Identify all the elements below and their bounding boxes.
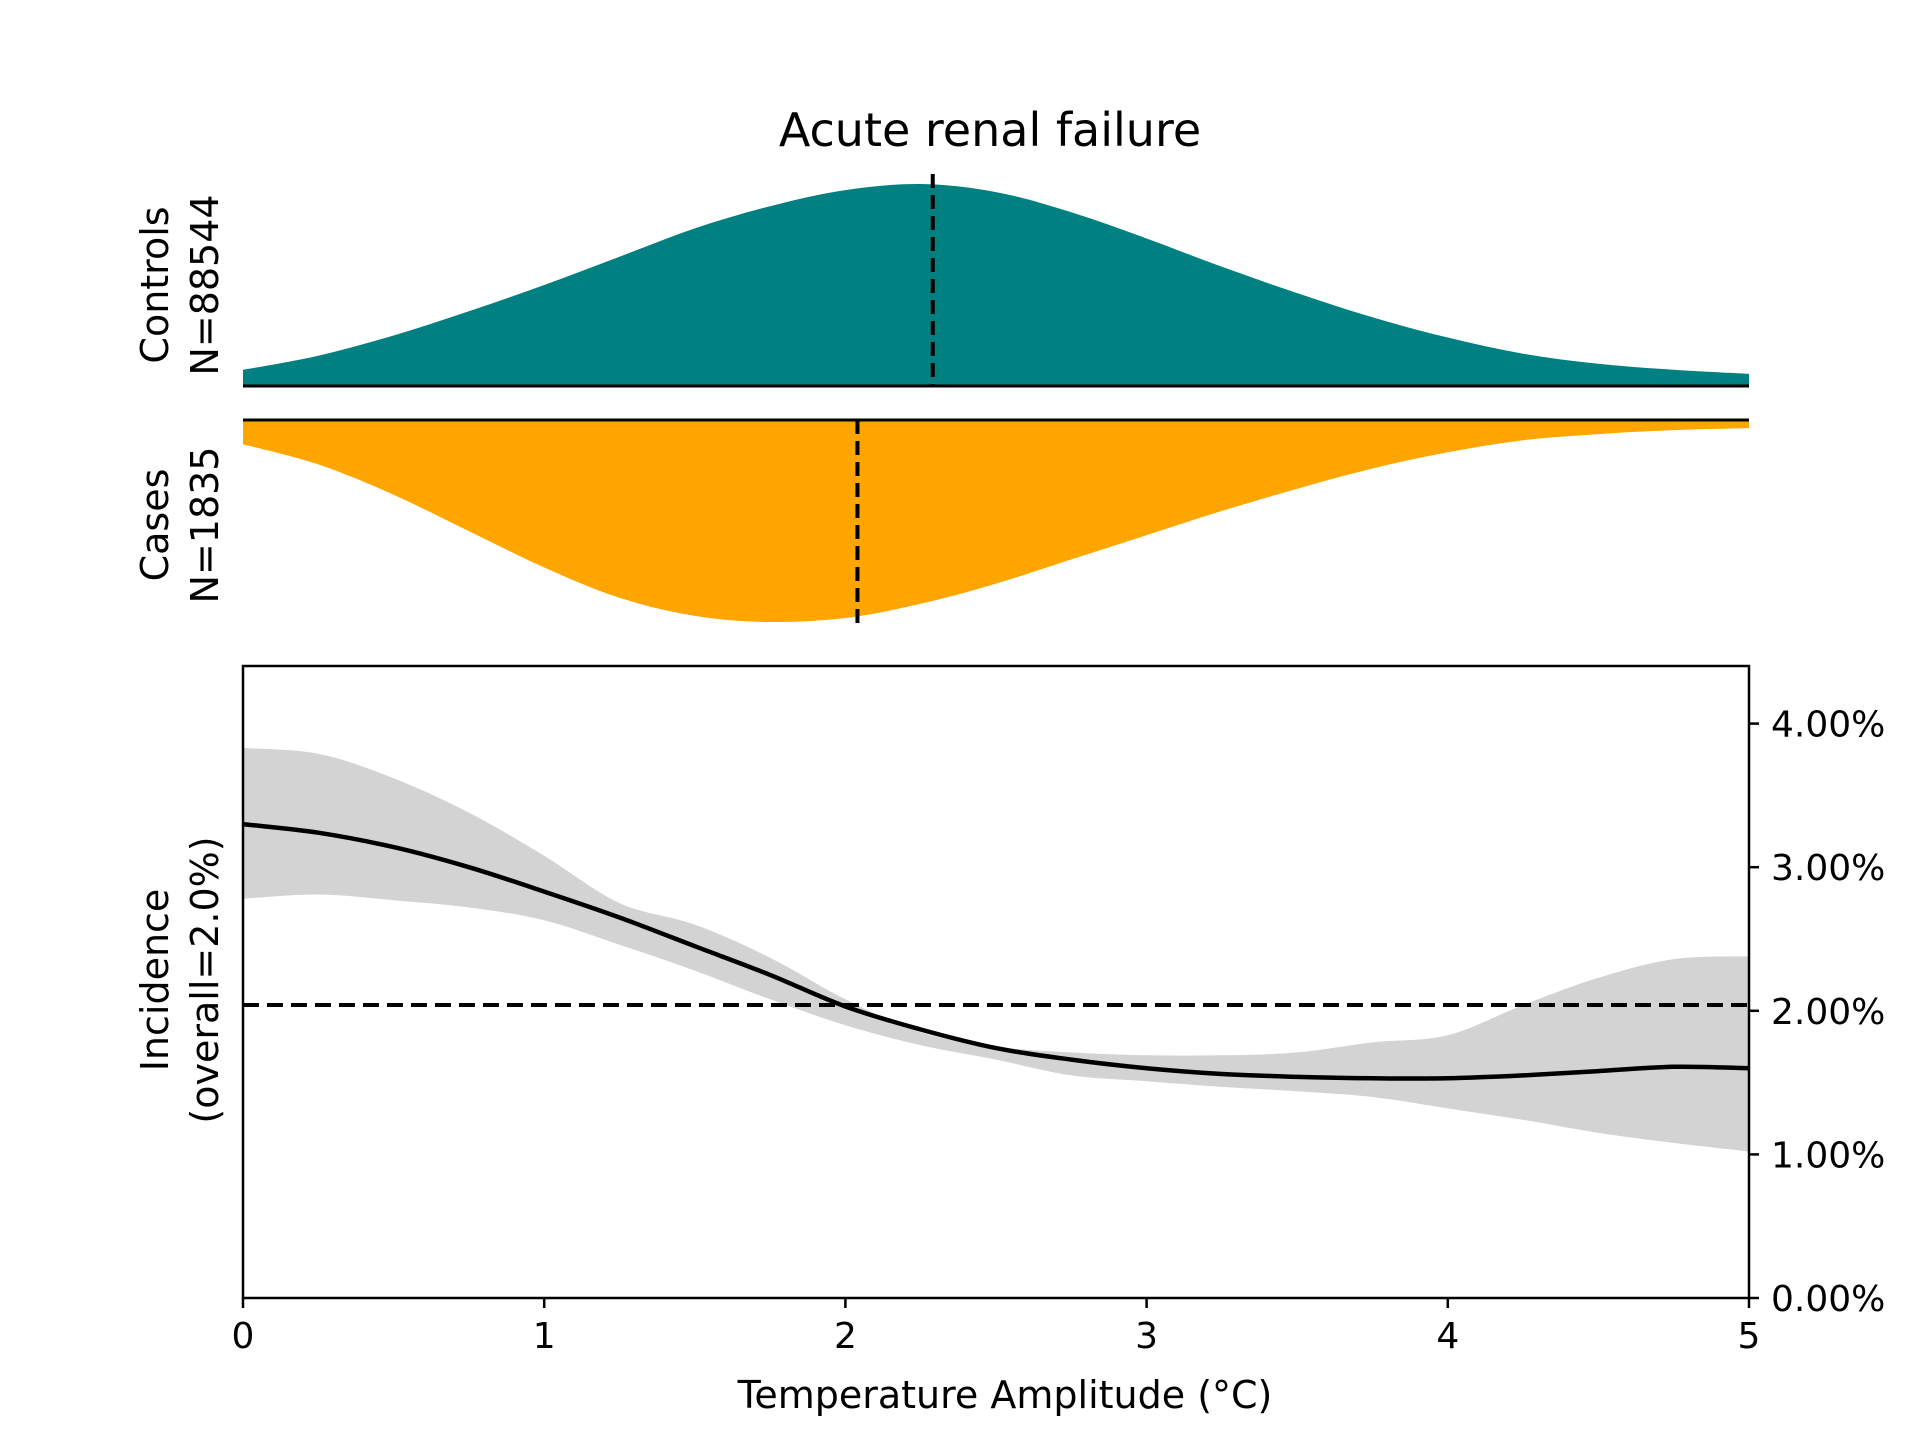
y-tick-label: 3.00% [1771, 848, 1885, 889]
cases-panel: Cases N=1835 [133, 418, 1749, 630]
cases-ylabel-line2: N=1835 [183, 447, 227, 604]
y-tick-label: 0.00% [1771, 1279, 1885, 1320]
cases-density-area [243, 420, 1749, 623]
x-axis-label: Temperature Amplitude (°C) [737, 1373, 1273, 1417]
chart-title: Acute renal failure [779, 103, 1201, 157]
confidence-band [243, 748, 1749, 1152]
x-tick-label: 5 [1738, 1316, 1761, 1357]
x-tick-label: 1 [533, 1316, 556, 1357]
incidence-ylabel-line1: Incidence [133, 889, 177, 1072]
y-tick-label: 2.00% [1771, 992, 1885, 1033]
incidence-line [242, 821, 1750, 1081]
controls-density-area [243, 183, 1749, 386]
x-tick-label: 3 [1135, 1316, 1158, 1357]
plot-frame [241, 664, 1751, 1300]
y-tick-label: 1.00% [1771, 1135, 1885, 1176]
controls-ylabel-line2: N=88544 [183, 194, 227, 375]
x-tick-label: 4 [1436, 1316, 1459, 1357]
x-tick-label: 2 [834, 1316, 857, 1357]
right-y-axis: 0.00% 1.00% 2.00% 3.00% 4.00% [1749, 705, 1885, 1320]
y-tick-label: 4.00% [1771, 705, 1885, 746]
cases-ylabel-line1: Cases [133, 469, 177, 582]
incidence-panel: 0 1 2 3 4 5 0.00% 1.00% 2.00% 3.00% 4.00% Tempera… [133, 664, 1885, 1417]
incidence-ylabel-line2: (overall=2.0%) [183, 836, 227, 1123]
x-tick-label: 0 [232, 1316, 255, 1357]
controls-ylabel-line1: Controls [133, 206, 177, 363]
x-axis: 0 1 2 3 4 5 [232, 1298, 1761, 1357]
controls-panel: Acute renal failure Controls N=88544 [133, 103, 1749, 388]
